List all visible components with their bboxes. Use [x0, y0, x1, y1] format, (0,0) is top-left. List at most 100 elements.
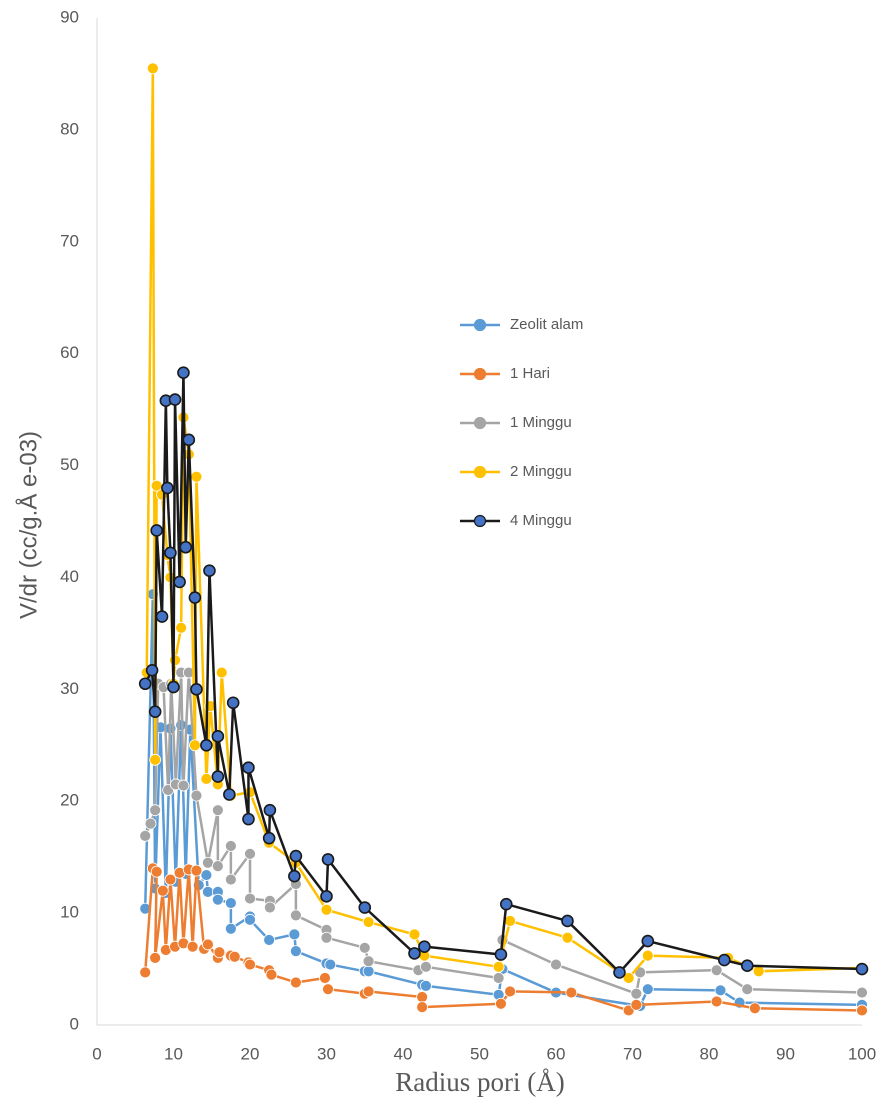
data-point [319, 973, 330, 984]
data-point [614, 967, 625, 978]
data-point [204, 565, 215, 576]
data-point [321, 932, 332, 943]
data-point [147, 63, 158, 74]
data-point [245, 914, 256, 925]
data-point [495, 998, 506, 1009]
data-point [201, 740, 212, 751]
legend-label: 4 Minggu [510, 512, 572, 529]
data-point [191, 684, 202, 695]
data-point [719, 955, 730, 966]
data-point [501, 899, 512, 910]
data-point [417, 992, 428, 1003]
data-point [857, 964, 868, 975]
data-point [493, 973, 504, 984]
data-point [228, 697, 239, 708]
data-point [505, 915, 516, 926]
data-point [857, 987, 868, 998]
data-point [419, 941, 430, 952]
data-point [363, 986, 374, 997]
data-point [264, 934, 275, 945]
y-tick-label: 20 [60, 791, 79, 810]
data-point [245, 893, 256, 904]
x-tick-label: 20 [241, 1044, 260, 1063]
data-point [562, 915, 573, 926]
y-tick-label: 90 [60, 7, 79, 26]
data-point [363, 956, 374, 967]
data-point [165, 547, 176, 558]
data-point [165, 874, 176, 885]
data-point [264, 902, 275, 913]
data-point [147, 665, 158, 676]
y-tick-label: 40 [60, 567, 79, 586]
data-point [711, 965, 722, 976]
data-point [642, 936, 653, 947]
data-point [290, 946, 301, 957]
data-point [191, 865, 202, 876]
data-point [323, 854, 334, 865]
data-point [243, 814, 254, 825]
data-point [493, 961, 504, 972]
data-point [321, 904, 332, 915]
data-point [140, 967, 151, 978]
data-point [359, 902, 370, 913]
data-point [409, 948, 420, 959]
data-point [170, 655, 181, 666]
data-point [150, 952, 161, 963]
series-line [147, 68, 862, 978]
data-point [140, 830, 151, 841]
data-point [243, 762, 254, 773]
data-point [753, 966, 764, 977]
data-point [363, 966, 374, 977]
data-point [715, 985, 726, 996]
legend-label: Zeolit alam [510, 316, 583, 333]
data-point [151, 866, 162, 877]
data-point [495, 949, 506, 960]
data-point [162, 482, 173, 493]
data-point [150, 754, 161, 765]
y-tick-label: 80 [60, 119, 79, 138]
data-point [420, 980, 431, 991]
data-point [187, 941, 198, 952]
x-tick-label: 80 [700, 1044, 719, 1063]
data-point [151, 525, 162, 536]
data-point [323, 984, 334, 995]
data-point [189, 592, 200, 603]
data-point [505, 986, 516, 997]
data-point [189, 740, 200, 751]
data-point [325, 959, 336, 970]
legend-marker [475, 320, 486, 331]
y-tick-label: 0 [70, 1014, 79, 1033]
data-point [266, 969, 277, 980]
data-point [642, 950, 653, 961]
y-tick-label: 70 [60, 231, 79, 250]
data-point [857, 1005, 868, 1016]
x-tick-label: 70 [623, 1044, 642, 1063]
data-point [749, 1003, 760, 1014]
data-point [178, 780, 189, 791]
data-point [150, 805, 161, 816]
x-tick-label: 100 [848, 1044, 876, 1063]
x-tick-label: 90 [776, 1044, 795, 1063]
data-point [225, 874, 236, 885]
data-point [566, 987, 577, 998]
data-point [212, 771, 223, 782]
data-point [245, 959, 256, 970]
legend-marker [475, 467, 486, 478]
data-point [742, 984, 753, 995]
data-point [742, 960, 753, 971]
data-point [711, 996, 722, 1007]
data-point [409, 929, 420, 940]
data-point [225, 840, 236, 851]
data-point [631, 988, 642, 999]
data-point [191, 471, 202, 482]
data-point [174, 576, 185, 587]
data-point [289, 871, 300, 882]
data-point [183, 434, 194, 445]
data-point [562, 932, 573, 943]
legend-marker [475, 418, 486, 429]
data-point [202, 886, 213, 897]
data-point [202, 857, 213, 868]
data-point [245, 848, 256, 859]
data-point [201, 773, 212, 784]
data-point [214, 947, 225, 958]
